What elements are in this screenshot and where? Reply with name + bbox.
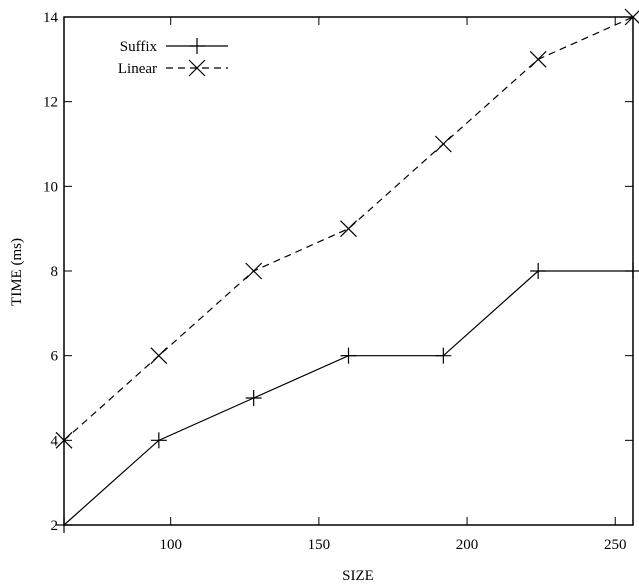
legend-marker-linear — [188, 59, 206, 77]
y-axis-ticks: 2 4 6 8 10 12 14 — [43, 10, 633, 534]
suffix-line — [63, 270, 633, 526]
legend-label-linear: Linear — [118, 61, 157, 77]
x-tick-label: 150 — [308, 537, 331, 553]
suffix-point — [530, 263, 547, 279]
legend: Suffix Linear — [118, 38, 228, 77]
x-axis-ticks: 100 150 200 250 — [159, 17, 626, 553]
suffix-point — [150, 432, 167, 449]
y-tick-label: 12 — [43, 95, 58, 111]
y-tick-label: 10 — [43, 179, 58, 195]
linear-point — [624, 8, 639, 26]
linear-point — [529, 50, 547, 68]
linear-point — [150, 347, 168, 365]
y-axis-label: TIME (ms) — [9, 238, 25, 306]
suffix-point — [245, 390, 262, 406]
linear-point — [55, 431, 73, 449]
suffix-point — [340, 347, 357, 364]
suffix-point — [56, 517, 72, 533]
series-layer — [55, 8, 639, 533]
y-tick-label: 8 — [51, 264, 59, 280]
series-suffix — [56, 263, 639, 533]
x-tick-label: 250 — [604, 537, 627, 553]
x-tick-label: 100 — [159, 537, 182, 553]
x-tick-label: 200 — [456, 537, 479, 553]
suffix-point — [625, 263, 639, 279]
y-tick-label: 14 — [43, 10, 59, 26]
y-tick-label: 6 — [51, 349, 59, 365]
series-linear — [55, 8, 639, 449]
legend-label-suffix: Suffix — [120, 39, 158, 55]
linear-point — [245, 262, 263, 280]
y-tick-label: 2 — [51, 518, 59, 534]
x-axis-label: SIZE — [342, 568, 374, 584]
y-tick-label: 4 — [51, 433, 59, 449]
linear-point — [340, 220, 357, 238]
linear-point — [434, 135, 452, 153]
legend-marker-suffix — [189, 38, 205, 54]
suffix-point — [435, 347, 452, 364]
